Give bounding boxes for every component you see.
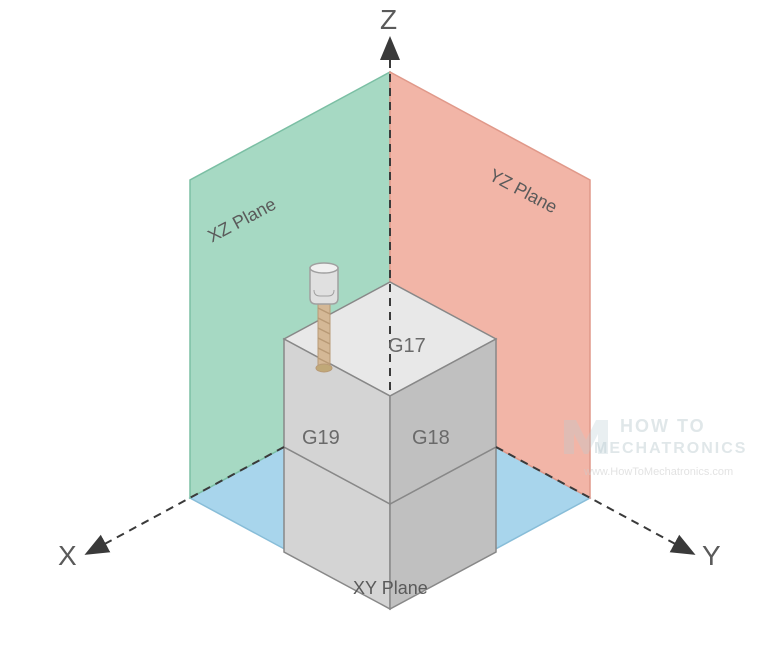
g19-label: G19 [302, 427, 340, 450]
watermark-logo [556, 406, 616, 466]
z-axis-label: Z [380, 4, 397, 36]
watermark-title-text: HOW TO [620, 416, 706, 436]
g17-label: G17 [388, 335, 426, 358]
watermark-url: www.HowToMechatronics.com [584, 466, 733, 478]
watermark-title: HOW TO [620, 416, 706, 437]
g18-label: G18 [412, 427, 450, 450]
watermark-subtitle-text: MECHATRONICS [594, 440, 747, 457]
xy-plane-label: XY Plane [353, 578, 428, 599]
x-axis-label: X [58, 540, 77, 572]
y-axis-label: Y [702, 540, 721, 572]
coordinate-diagram [0, 0, 780, 650]
watermark-subtitle: MECHATRONICS [594, 440, 747, 458]
